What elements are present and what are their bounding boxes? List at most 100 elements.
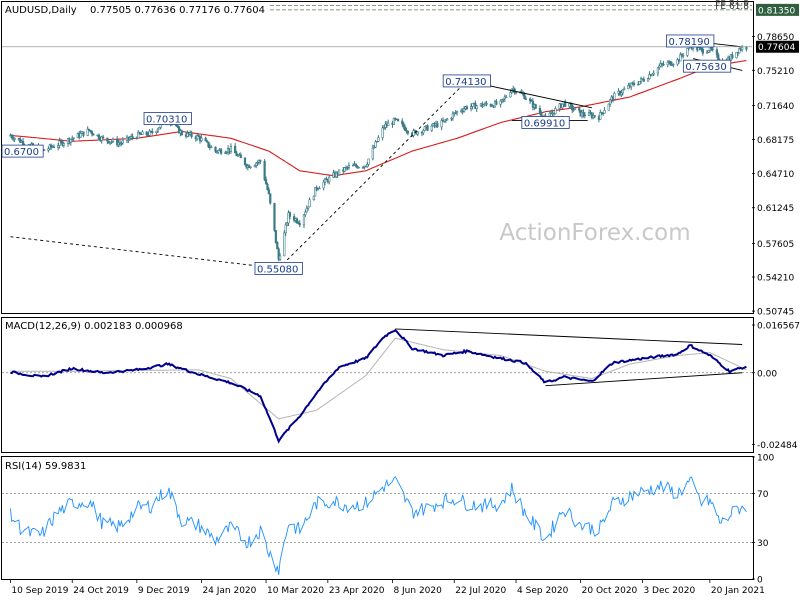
candle-body [686, 48, 689, 56]
candle-body [116, 138, 119, 146]
candle-body [623, 88, 626, 91]
candle-body [197, 135, 200, 137]
candle-body [475, 105, 478, 109]
candle-body [632, 82, 636, 86]
price-annotation: 0.70310 [146, 115, 187, 126]
candle-body [451, 113, 454, 119]
candle-body [316, 188, 320, 190]
candle-body [17, 137, 20, 140]
fib-line-label: FE 61.8 [715, 2, 749, 12]
candle-body [652, 72, 655, 75]
candle-body [111, 138, 115, 142]
candle-body [406, 130, 409, 134]
candle-body [72, 137, 75, 139]
candle-body [90, 131, 93, 135]
candle-body [366, 164, 369, 168]
candle-body [500, 99, 504, 102]
candle-body [637, 83, 640, 86]
candle-body [509, 92, 512, 98]
candle-body [128, 138, 131, 140]
candle-body [648, 74, 651, 79]
candle-body [249, 166, 252, 169]
candle-body [374, 141, 377, 148]
candle-body [471, 103, 474, 107]
candle-body [524, 98, 527, 100]
candle-body [465, 106, 468, 110]
rsi-series-line [9, 476, 747, 575]
current-price-box [756, 40, 799, 53]
candle-body [312, 195, 315, 200]
candle-body [403, 126, 407, 131]
x-axis-label: 24 Oct 2019 [73, 586, 129, 596]
price-trendline [278, 80, 468, 269]
candle-body [642, 79, 645, 82]
x-axis-label: 20 Oct 2020 [582, 586, 638, 596]
candle-body [235, 152, 238, 157]
candle-body [554, 108, 557, 115]
x-axis-label: 23 Apr 2020 [329, 586, 385, 596]
price-axis-label: 0.71640 [757, 102, 794, 112]
candle-body [436, 123, 439, 128]
candle-body [137, 131, 140, 139]
candle-body [505, 96, 508, 98]
candle-body [121, 139, 124, 144]
candle-body [715, 49, 718, 56]
candle-body [630, 82, 633, 88]
candle-body [454, 112, 457, 114]
candle-body [373, 146, 376, 149]
candle-body [548, 112, 551, 117]
macd-lines [10, 329, 747, 444]
candle-body [298, 223, 301, 226]
candle-body [375, 141, 379, 143]
candle-body [52, 146, 56, 148]
candle-body [322, 181, 325, 189]
rsi-label: RSI(14) 59.9831 [5, 461, 86, 472]
candle-body [256, 161, 259, 164]
watermark: ActionForex.com [499, 220, 690, 246]
candle-body [263, 160, 266, 180]
candle-body [295, 218, 299, 223]
candle-body [659, 63, 662, 67]
macd-axis-label: 0.00 [757, 369, 777, 379]
candle-body [287, 212, 290, 224]
candle-body [79, 133, 82, 138]
candle-body [259, 160, 262, 162]
candle-body [357, 166, 360, 169]
price-axis-label: 0.57605 [757, 240, 794, 250]
candle-body [578, 107, 581, 111]
macd-axis-label: -0.02484 [757, 441, 798, 451]
candle-body [735, 51, 738, 59]
candle-body [255, 162, 258, 166]
candle-body [205, 140, 209, 143]
rsi-levels [2, 493, 752, 543]
candle-body [666, 61, 669, 66]
candle-body [582, 112, 585, 116]
rsi-axis-label: 100 [757, 454, 774, 464]
candle-body [62, 143, 65, 146]
candle-body [422, 129, 425, 134]
candle-body [705, 51, 709, 54]
x-axis-label: 10 Sep 2019 [11, 586, 68, 596]
x-axis-label: 22 Jul 2020 [455, 586, 506, 596]
candle-body [264, 179, 268, 185]
macd-trendlines [395, 328, 743, 387]
candle-body [672, 63, 675, 66]
candle-body [204, 137, 207, 142]
candle-body [658, 65, 661, 68]
rsi-line [9, 476, 747, 575]
candle-body [470, 106, 473, 110]
candle-body [620, 92, 623, 95]
candle-body [700, 47, 703, 50]
candle-body [381, 127, 384, 138]
candle-body [495, 101, 498, 105]
candle-body [71, 138, 74, 140]
candle-body [741, 46, 744, 51]
candle-body [711, 48, 714, 51]
rsi-axis-label: 30 [757, 539, 769, 549]
candle-body [176, 125, 179, 127]
x-axis-label: 4 Sep 2020 [517, 586, 569, 596]
candle-body [102, 136, 105, 139]
candle-body [731, 54, 734, 59]
candle-body [92, 133, 95, 136]
candle-body [587, 112, 591, 117]
